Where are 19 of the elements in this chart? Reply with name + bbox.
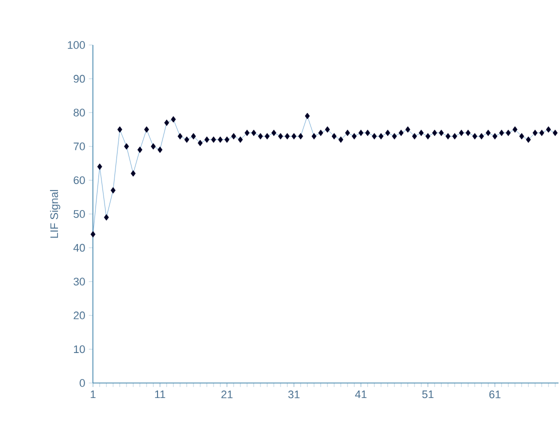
y-tick-label: 50 [74, 210, 85, 218]
y-tick-label: 60 [74, 176, 85, 184]
x-tick-label: 61 [489, 390, 500, 398]
y-axis-title: LIF Signal [50, 190, 60, 238]
x-tick-label: 41 [355, 390, 366, 398]
y-tick-label: 10 [74, 345, 85, 354]
y-tick-label: 80 [74, 108, 85, 116]
y-tick-label: 20 [74, 312, 85, 320]
x-tick-label: 51 [422, 390, 434, 398]
y-tick-label: 30 [74, 278, 85, 286]
y-tick-label: 100 [68, 41, 85, 49]
y-tick-label: 40 [73, 244, 85, 252]
y-tick-label: 90 [74, 74, 85, 83]
x-tick-label: 1 [90, 390, 96, 398]
x-tick-label: 31 [288, 390, 300, 398]
x-tick-label: 11 [155, 390, 166, 398]
y-tick-label: 70 [74, 142, 85, 150]
y-tick-label: 0 [80, 379, 85, 387]
x-tick-label: 21 [221, 390, 233, 398]
